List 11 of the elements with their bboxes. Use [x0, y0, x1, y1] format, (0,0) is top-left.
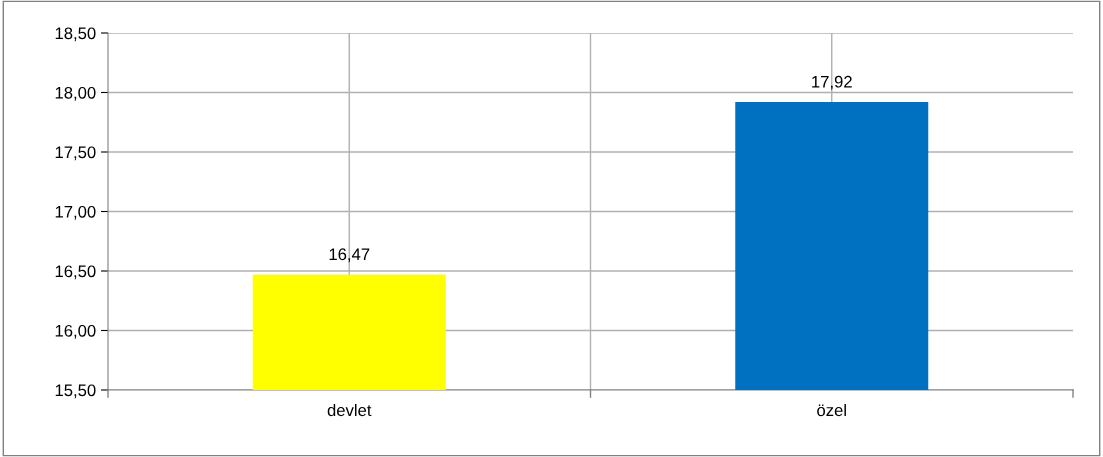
x-tick-label: devlet	[327, 403, 372, 417]
y-tick-label: 18,50	[55, 27, 96, 42]
data-label: 16,47	[329, 248, 370, 263]
y-tick-label: 18,00	[55, 86, 96, 101]
y-tick-label: 16,00	[55, 324, 96, 339]
data-label: 17,92	[812, 75, 852, 90]
y-tick-label: 15,50	[55, 384, 96, 399]
y-tick-label: 17,50	[55, 146, 96, 161]
x-tick-label: özel	[817, 403, 846, 417]
y-tick-label: 16,50	[55, 265, 96, 280]
y-tick-label: 17,00	[55, 205, 96, 220]
